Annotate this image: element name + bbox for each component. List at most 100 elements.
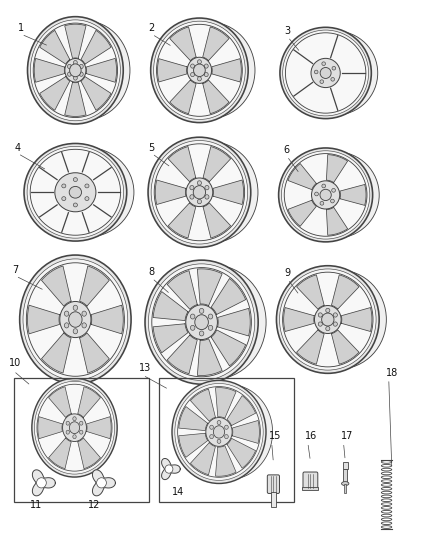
Polygon shape xyxy=(42,266,71,306)
Polygon shape xyxy=(179,407,208,431)
Ellipse shape xyxy=(283,272,373,367)
Polygon shape xyxy=(218,309,250,336)
Polygon shape xyxy=(297,330,324,364)
Polygon shape xyxy=(78,438,100,469)
Bar xyxy=(271,492,276,507)
Ellipse shape xyxy=(320,80,324,84)
Ellipse shape xyxy=(66,421,70,425)
Ellipse shape xyxy=(205,185,209,190)
Ellipse shape xyxy=(186,178,213,207)
Text: 14: 14 xyxy=(173,487,185,497)
Text: 6: 6 xyxy=(283,145,290,155)
Ellipse shape xyxy=(79,72,83,76)
Ellipse shape xyxy=(162,265,266,379)
Ellipse shape xyxy=(37,384,112,471)
Ellipse shape xyxy=(190,185,194,190)
Ellipse shape xyxy=(64,323,69,328)
Bar xyxy=(14,378,149,503)
Ellipse shape xyxy=(62,184,66,188)
Polygon shape xyxy=(40,30,70,64)
Ellipse shape xyxy=(67,72,71,76)
Polygon shape xyxy=(326,207,348,235)
Text: 15: 15 xyxy=(269,432,282,441)
Ellipse shape xyxy=(332,189,336,192)
Polygon shape xyxy=(203,147,231,182)
Polygon shape xyxy=(170,80,196,114)
Ellipse shape xyxy=(148,264,255,381)
Ellipse shape xyxy=(73,435,76,439)
Ellipse shape xyxy=(74,76,77,80)
Polygon shape xyxy=(340,184,366,205)
Ellipse shape xyxy=(333,322,337,326)
Text: 11: 11 xyxy=(30,500,42,510)
Polygon shape xyxy=(215,387,236,418)
Ellipse shape xyxy=(30,20,120,121)
Polygon shape xyxy=(227,395,256,425)
Bar xyxy=(344,483,346,494)
Ellipse shape xyxy=(198,77,201,81)
Ellipse shape xyxy=(204,72,208,77)
Ellipse shape xyxy=(32,378,117,477)
Ellipse shape xyxy=(194,64,205,77)
Ellipse shape xyxy=(314,192,318,196)
Polygon shape xyxy=(326,155,348,182)
Ellipse shape xyxy=(320,68,331,78)
Bar xyxy=(159,378,294,503)
Polygon shape xyxy=(227,438,256,468)
Ellipse shape xyxy=(314,70,318,74)
Ellipse shape xyxy=(60,302,91,337)
Ellipse shape xyxy=(85,184,89,188)
Polygon shape xyxy=(288,164,316,190)
Ellipse shape xyxy=(73,177,78,182)
Text: 9: 9 xyxy=(284,268,290,278)
Ellipse shape xyxy=(151,141,248,244)
Polygon shape xyxy=(203,80,229,114)
Polygon shape xyxy=(332,275,359,309)
Ellipse shape xyxy=(30,149,120,235)
Ellipse shape xyxy=(74,61,77,65)
Ellipse shape xyxy=(318,313,322,317)
Ellipse shape xyxy=(314,305,341,334)
Polygon shape xyxy=(42,333,71,373)
Ellipse shape xyxy=(320,201,324,205)
Ellipse shape xyxy=(331,199,334,203)
Ellipse shape xyxy=(165,22,255,118)
Polygon shape xyxy=(162,458,180,480)
Ellipse shape xyxy=(151,18,248,123)
Polygon shape xyxy=(212,59,241,82)
Ellipse shape xyxy=(191,64,194,68)
Ellipse shape xyxy=(154,21,245,119)
Polygon shape xyxy=(215,446,236,477)
Ellipse shape xyxy=(193,185,205,199)
Ellipse shape xyxy=(279,269,376,370)
Ellipse shape xyxy=(175,383,263,480)
Polygon shape xyxy=(170,27,196,61)
Ellipse shape xyxy=(79,64,83,69)
Text: 12: 12 xyxy=(88,500,101,510)
Polygon shape xyxy=(32,470,55,496)
Bar xyxy=(303,487,318,490)
Polygon shape xyxy=(297,275,324,309)
Polygon shape xyxy=(153,324,188,353)
Ellipse shape xyxy=(283,30,369,116)
Ellipse shape xyxy=(210,425,213,429)
Ellipse shape xyxy=(156,25,242,116)
Polygon shape xyxy=(49,386,71,417)
Ellipse shape xyxy=(318,322,322,326)
Ellipse shape xyxy=(282,151,370,239)
Ellipse shape xyxy=(65,59,86,82)
Ellipse shape xyxy=(172,381,266,483)
Ellipse shape xyxy=(342,482,349,486)
Ellipse shape xyxy=(39,147,134,237)
Text: 7: 7 xyxy=(12,265,18,275)
Ellipse shape xyxy=(165,465,173,473)
Ellipse shape xyxy=(66,430,70,434)
Polygon shape xyxy=(203,203,231,238)
Ellipse shape xyxy=(322,184,325,188)
Ellipse shape xyxy=(23,259,128,380)
Polygon shape xyxy=(168,147,196,182)
Ellipse shape xyxy=(178,386,260,477)
Polygon shape xyxy=(341,308,372,332)
Polygon shape xyxy=(40,77,70,110)
Polygon shape xyxy=(38,417,62,439)
